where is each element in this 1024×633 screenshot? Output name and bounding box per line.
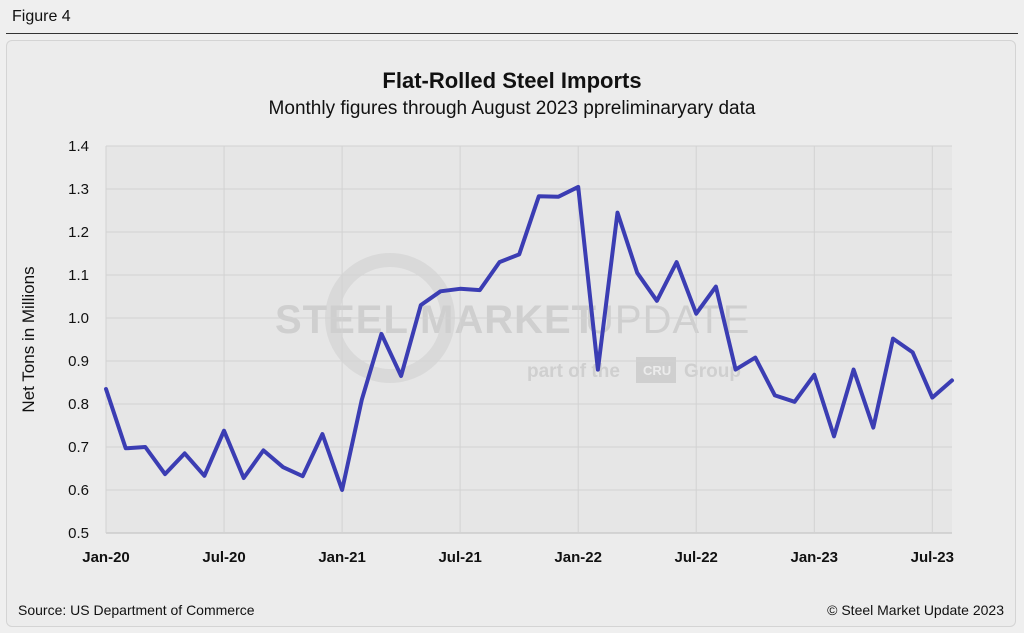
x-tick-label: Jan-20 xyxy=(82,549,130,566)
watermark-cru-text: CRU xyxy=(643,363,671,378)
y-tick-label: 0.5 xyxy=(68,525,89,542)
y-axis-ticks: 0.5 0.6 0.7 0.8 0.9 1.0 1.1 1.2 1.3 1.4 xyxy=(68,138,89,542)
watermark-tagline-pre: part of the xyxy=(527,361,620,382)
plot-area xyxy=(106,146,952,533)
y-tick-label: 1.3 xyxy=(68,181,89,198)
y-tick-label: 0.7 xyxy=(68,439,89,456)
y-tick-label: 1.2 xyxy=(68,224,89,241)
copyright-note: © Steel Market Update 2023 xyxy=(827,602,1004,618)
watermark-tagline-post: Group xyxy=(684,361,741,382)
series-line xyxy=(104,184,954,492)
x-tick-label: Jan-21 xyxy=(318,549,366,566)
x-tick-label: Jan-22 xyxy=(554,549,602,566)
y-tick-label: 0.9 xyxy=(68,353,89,370)
x-tick-label: Jul-23 xyxy=(911,549,954,566)
y-tick-label: 1.4 xyxy=(68,138,89,155)
x-tick-label: Jul-21 xyxy=(438,549,481,566)
watermark-brand-steel: STEEL xyxy=(275,298,409,342)
figure-divider xyxy=(6,33,1018,34)
series-group xyxy=(104,184,954,492)
x-tick-label: Jul-20 xyxy=(202,549,245,566)
y-tick-label: 1.0 xyxy=(68,310,89,327)
chart-title: Flat-Rolled Steel Imports xyxy=(382,68,642,93)
x-axis-ticks: Jan-20 Jul-20 Jan-21 Jul-21 Jan-22 Jul-22 Jan-… xyxy=(82,549,954,566)
x-tick-label: Jul-22 xyxy=(675,549,718,566)
x-tick-label: Jan-23 xyxy=(791,549,839,566)
source-note: Source: US Department of Commerce xyxy=(18,602,255,618)
y-tick-label: 0.8 xyxy=(68,396,89,413)
chart-subtitle: Monthly figures through August 2023 ppre… xyxy=(268,98,756,119)
watermark-brand-market: MARKET xyxy=(420,298,597,342)
y-tick-label: 1.1 xyxy=(68,267,89,284)
figure-label: Figure 4 xyxy=(12,8,71,25)
grid-lines xyxy=(105,145,952,534)
y-tick-label: 0.6 xyxy=(68,482,89,499)
y-axis-label: Net Tons in Millions xyxy=(19,266,38,412)
